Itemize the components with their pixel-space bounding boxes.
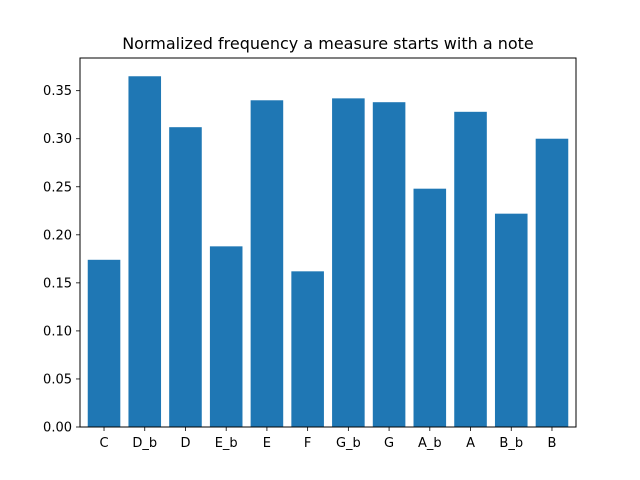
x-tick-label: F (304, 436, 311, 451)
x-tick-label: B (548, 436, 557, 451)
bars-group (87, 76, 569, 427)
x-tick-label: A (466, 436, 475, 451)
x-tick-label: B_b (499, 436, 523, 451)
x-tick-label: E (263, 436, 271, 451)
y-tick-label: 0.05 (43, 372, 72, 387)
bar-a-b (413, 188, 447, 427)
y-axis: 0.00 0.05 0.10 0.15 0.20 0.25 0.30 0.35 (43, 84, 80, 436)
y-tick-label: 0.10 (43, 324, 72, 339)
y-tick-label: 0.30 (43, 132, 72, 147)
bar-g-b (332, 98, 365, 427)
x-tick-label: D (180, 436, 190, 451)
y-tick-label: 0.35 (43, 84, 72, 99)
x-tick-label: A_b (418, 436, 442, 451)
x-tick-label: C (99, 436, 108, 451)
x-axis: C D_b D E_b E F G_b G A_b A B_b B (99, 427, 556, 451)
bar-b (535, 138, 569, 427)
y-tick-label: 0.15 (43, 276, 72, 291)
bar-d (169, 127, 202, 427)
bar-b-b (494, 213, 528, 427)
y-tick-label: 0.25 (43, 180, 72, 195)
y-tick-label: 0.20 (43, 228, 72, 243)
x-tick-label: G (384, 436, 394, 451)
x-tick-label: E_b (215, 436, 238, 451)
bar-e-b (209, 246, 243, 427)
bar-d-b (128, 76, 162, 427)
x-tick-label: D_b (132, 436, 157, 451)
bar-e (250, 100, 284, 427)
plot-frame (79, 57, 577, 428)
bar-c (87, 259, 121, 427)
x-tick-label: G_b (336, 436, 361, 451)
bar-a (454, 111, 487, 427)
bar-f (291, 271, 324, 427)
bar-g (372, 102, 406, 427)
y-tick-label: 0.00 (43, 421, 72, 436)
chart-title: Normalized frequency a measure starts wi… (122, 34, 534, 53)
